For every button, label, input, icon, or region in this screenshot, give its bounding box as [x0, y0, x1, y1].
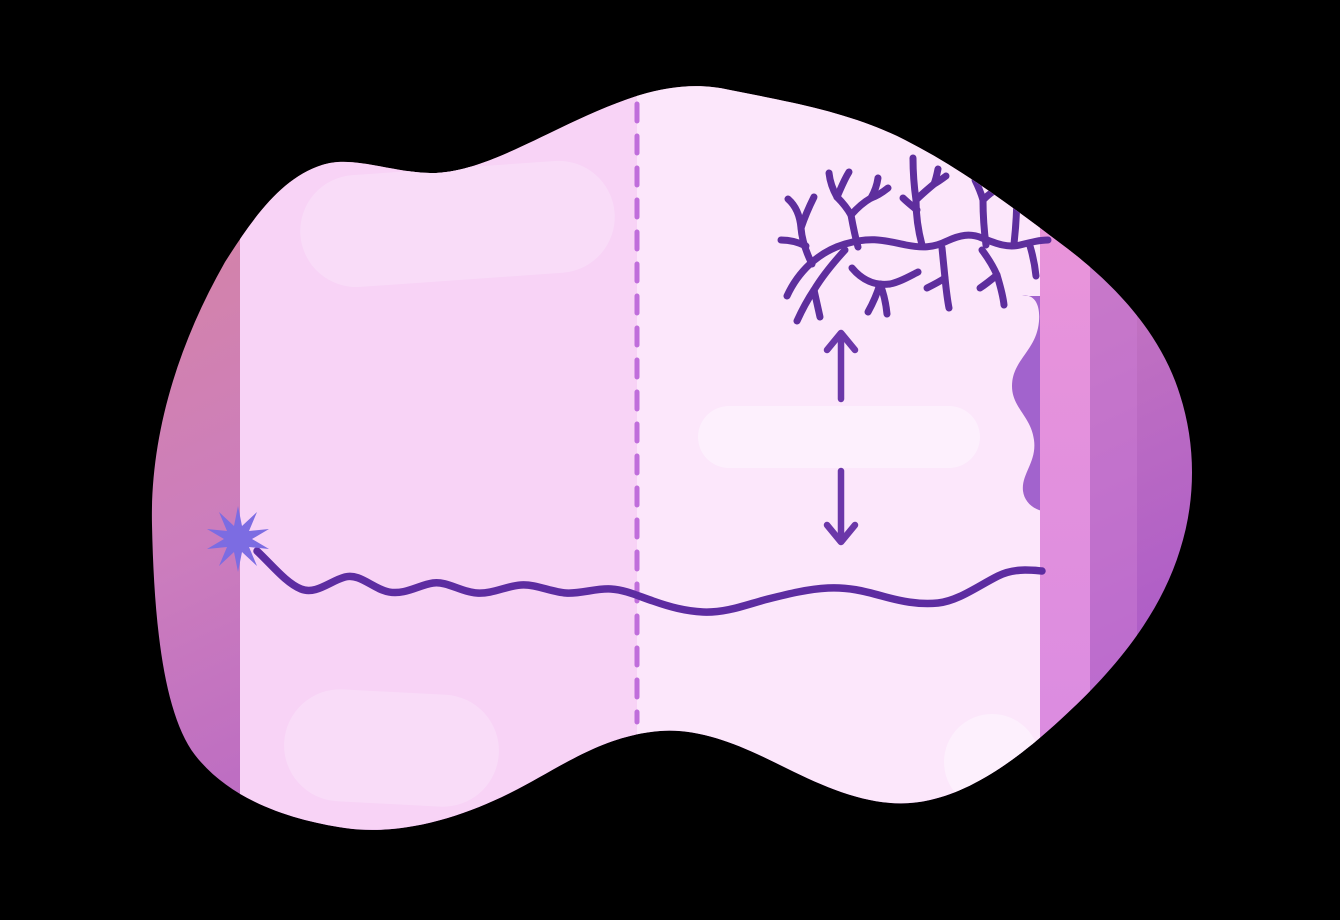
branch-lower [923, 274, 949, 292]
right-panel-highlight-band [698, 406, 980, 468]
branch-lower [1026, 242, 1040, 280]
branch-spine [783, 231, 1052, 300]
branch-upper [797, 193, 818, 232]
left-panel-highlight-bottom [284, 689, 499, 807]
branch-upper [833, 168, 853, 201]
branch-lower [848, 264, 922, 288]
up-arrow-icon [823, 329, 859, 403]
left-panel-highlight-top [300, 160, 615, 288]
starburst-icon [207, 506, 269, 572]
branch-upper [777, 236, 810, 250]
nerve-fiber-squiggle [253, 547, 1046, 616]
branch-upper [867, 184, 892, 202]
branch-upper [899, 194, 921, 214]
branch-upper [930, 172, 950, 188]
distance-arrows [823, 329, 859, 546]
branch-lower [876, 280, 891, 318]
branch-lower [976, 271, 1001, 292]
down-arrow-icon [823, 467, 859, 546]
branch-lower [810, 286, 824, 321]
